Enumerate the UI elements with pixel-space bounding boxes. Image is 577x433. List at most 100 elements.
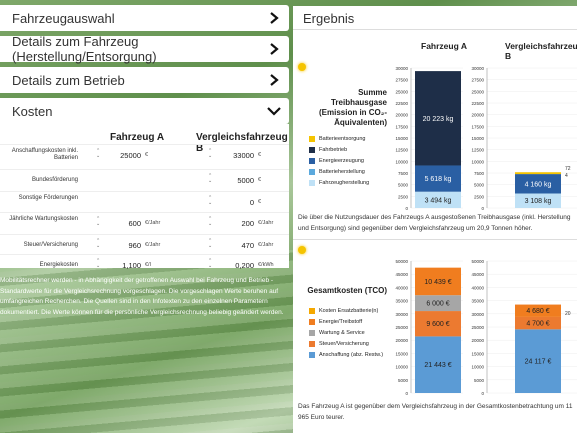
bar-value-label: 4 680 € <box>526 308 549 315</box>
y-tick-label: 5000 <box>474 378 485 383</box>
accordion-label: Details zum Betrieb <box>12 72 125 88</box>
kosten-unit: € <box>258 152 262 158</box>
legend-label: Kosten Ersatzbatterie(n) <box>319 307 379 314</box>
divider <box>293 239 577 240</box>
y-tick-label: 30000 <box>395 66 408 71</box>
lightbulb-icon[interactable] <box>298 246 306 254</box>
accordion-fahrzeugauswahl[interactable]: Fahrzeugauswahl <box>0 5 289 31</box>
y-tick-label: 27500 <box>395 78 408 83</box>
stepper-arrows-icon[interactable]: ⌃ ⌄ <box>208 173 213 184</box>
y-tick-label: 30000 <box>471 312 484 317</box>
accordion-kosten[interactable]: Kosten <box>0 98 289 124</box>
y-tick-label: 10000 <box>395 159 408 164</box>
side-value-label: 4 <box>565 173 568 179</box>
chevron-right-icon <box>267 11 281 25</box>
info-text: Mobilitätsrechner werden - in Abhängigke… <box>0 277 284 316</box>
kosten-unit: € <box>258 199 262 205</box>
bar-value-label: 4 160 kg <box>525 181 552 188</box>
legend-item: Energie/Treibstoff <box>309 317 362 326</box>
stepper-arrows-icon[interactable]: ⌃ ⌄ <box>208 195 213 206</box>
y-tick-label: 25000 <box>471 89 484 94</box>
accordion-details-fahrzeug[interactable]: Details zum Fahrzeug (Herstellung/Entsor… <box>0 34 289 64</box>
kosten-unit: €/Jahr <box>258 242 274 248</box>
legend-label: Energieerzeugung <box>319 157 364 164</box>
kosten-input-a[interactable]: 960 <box>128 241 141 250</box>
kosten-row-label: Sonstige Förderungen <box>18 195 78 201</box>
kosten-row-label: Steuer/Versicherung <box>23 242 78 248</box>
bar-value-label: 21 443 € <box>424 362 451 369</box>
kosten-row: Bundesförderung ⌃ ⌄ 5000 € <box>0 169 289 189</box>
accordion-label: Fahrzeugauswahl <box>12 10 115 26</box>
legend-item: Kosten Ersatzbatterie(n) <box>309 306 378 315</box>
y-tick-label: 15000 <box>471 136 484 141</box>
bar-segment <box>415 71 461 166</box>
kosten-panel: Fahrzeug A Vergleichsfahrzeug B Anschaff… <box>0 124 289 270</box>
legend-item: Fahrbetrieb <box>309 145 347 154</box>
stepper-arrows-icon[interactable]: ⌃ ⌄ <box>96 148 101 159</box>
y-tick-label: 0 <box>481 391 484 396</box>
background-image <box>0 250 295 433</box>
bar-segment <box>415 165 461 192</box>
stepper-arrows-icon[interactable]: ⌃ ⌄ <box>208 148 213 159</box>
legend-label: Energie/Treibstoff <box>319 318 363 325</box>
kosten-input-b[interactable]: 0 <box>249 198 254 207</box>
legend-label: Fahrbetrieb <box>319 146 348 153</box>
y-tick-label: 30000 <box>395 312 408 317</box>
lightbulb-icon[interactable] <box>298 63 306 71</box>
kosten-row-label: Jährliche Wartungskosten <box>9 216 78 222</box>
kosten-row-label: Bundesförderung <box>31 177 78 183</box>
bar-segment <box>415 311 461 337</box>
legend-swatch <box>309 135 315 142</box>
legend-item: Fahrzeugherstellung <box>309 178 369 187</box>
bar-segment <box>515 193 561 208</box>
kosten-row: Anschaffungskosten inkl. Batterien ⌃ ⌄ 2500… <box>0 144 289 164</box>
kosten-input-a[interactable]: 1,100 <box>122 261 141 270</box>
stepper-arrows-icon[interactable]: ⌃ ⌄ <box>96 216 101 227</box>
y-tick-label: 15000 <box>395 136 408 141</box>
kosten-input-b[interactable]: 470 <box>241 241 254 250</box>
kosten-input-b[interactable]: 33000 <box>233 151 254 160</box>
legend-item: Wartung & Service <box>309 328 365 337</box>
kosten-unit: €/Jahr <box>145 242 161 248</box>
legend-swatch <box>309 179 315 186</box>
bar-segment <box>415 336 461 393</box>
stepper-arrows-icon[interactable]: ⌃ ⌄ <box>208 216 213 227</box>
legend-item: Energieerzeugung <box>309 156 364 165</box>
stepper-arrows-icon[interactable]: ⌃ ⌄ <box>208 238 213 249</box>
side-value-label: 72 <box>565 166 571 172</box>
y-tick-label: 2500 <box>474 194 485 199</box>
kosten-input-b[interactable]: 0,200 <box>235 261 254 270</box>
kosten-input-a[interactable]: 600 <box>128 219 141 228</box>
stepper-arrows-icon[interactable]: ⌃ ⌄ <box>208 258 213 269</box>
y-tick-label: 20000 <box>395 338 408 343</box>
legend-swatch <box>309 340 315 347</box>
y-tick-label: 45000 <box>395 272 408 277</box>
bar-segment <box>515 316 561 330</box>
bar-value-label: 3 494 kg <box>425 197 452 204</box>
bar-segment <box>515 304 561 317</box>
y-tick-label: 25000 <box>395 89 408 94</box>
kosten-unit: €/l <box>145 262 151 268</box>
kosten-input-b[interactable]: 200 <box>241 219 254 228</box>
y-tick-label: 20000 <box>471 338 484 343</box>
y-tick-label: 12500 <box>395 148 408 153</box>
y-tick-label: 25000 <box>395 325 408 330</box>
legend-label: Fahrzeugherstellung <box>319 179 370 186</box>
chevron-down-icon <box>267 104 281 118</box>
y-tick-label: 12500 <box>471 148 484 153</box>
y-tick-label: 22500 <box>471 101 484 106</box>
kosten-row: Steuer/Versicherung ⌃ ⌄ 960 €/Jahr ⌃ ⌄ 470 €/Jah… <box>0 234 289 254</box>
legend-label: Steuer/Versicherung <box>319 340 369 347</box>
stepper-arrows-icon[interactable]: ⌃ ⌄ <box>96 238 101 249</box>
bar-value-label: 10 439 € <box>424 279 451 286</box>
y-tick-label: 0 <box>481 206 484 211</box>
result-column-b: Vergleichsfahrzeug B <box>505 41 577 61</box>
stepper-arrows-icon[interactable]: ⌃ ⌄ <box>96 258 101 269</box>
kosten-input-b[interactable]: 5000 <box>237 176 254 185</box>
legend-item: Anschaffung (abz. Restw.) <box>309 350 383 359</box>
y-tick-label: 30000 <box>471 66 484 71</box>
legend-label: Batterieentsorgung <box>319 135 366 142</box>
y-tick-label: 25000 <box>471 325 484 330</box>
kosten-input-a[interactable]: 25000 <box>120 151 141 160</box>
accordion-details-betrieb[interactable]: Details zum Betrieb <box>0 67 289 93</box>
